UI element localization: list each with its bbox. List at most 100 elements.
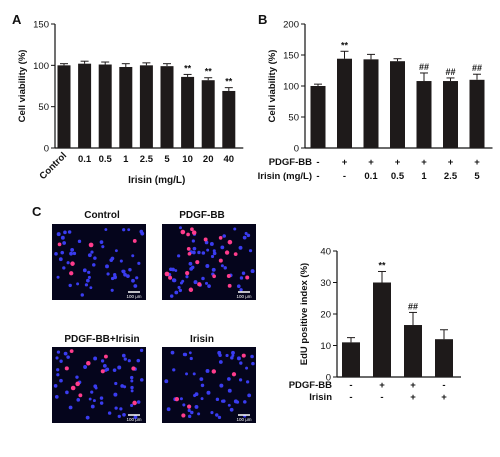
nucleus-dot <box>183 352 188 357</box>
nucleus-dot <box>59 359 63 363</box>
edu-positive-dot <box>168 275 173 280</box>
c0-y-tick-label: 0 <box>44 144 49 155</box>
edu-positive-dot <box>180 229 186 235</box>
c0-x-tick-label: 5 <box>164 154 170 165</box>
nucleus-dot <box>231 354 235 357</box>
nucleus-dot <box>179 397 183 401</box>
nucleus-dot <box>131 278 135 283</box>
nucleus-dot <box>90 390 94 394</box>
nucleus-dot <box>72 251 77 256</box>
c1-y-label: Cell viability (%) <box>267 50 278 123</box>
nucleus-dot <box>119 407 123 411</box>
c1-bar <box>390 61 405 149</box>
c2-y-tick-label: 40 <box>320 247 331 258</box>
nucleus-dot <box>201 251 206 255</box>
edu-positive-dot <box>64 366 69 371</box>
nucleus-dot <box>63 230 67 235</box>
c1-row-value: 2.5 <box>444 171 458 182</box>
nucleus-dot <box>217 350 222 355</box>
nucleus-dot <box>55 356 59 360</box>
nucleus-dot <box>137 261 141 265</box>
nucleus-dot <box>54 252 58 256</box>
nucleus-dot <box>244 231 248 235</box>
edu-positive-dot <box>195 260 200 265</box>
edu-positive-dot <box>218 258 223 263</box>
c2-row-value: - <box>349 392 352 403</box>
nucleus-dot <box>54 395 59 399</box>
c1-row-label: PDGF-BB <box>269 157 312 168</box>
nucleus-dot <box>225 353 229 358</box>
nucleus-dot <box>68 405 73 410</box>
nucleus-dot <box>127 359 131 363</box>
nucleus-dot <box>210 411 214 415</box>
nucleus-dot <box>223 266 227 270</box>
panel-c-label: C <box>32 204 42 219</box>
nucleus-dot <box>123 357 127 361</box>
edu-positive-dot <box>70 385 76 391</box>
nucleus-dot <box>66 355 70 359</box>
c1-row-value: - <box>316 157 319 168</box>
c1-bar <box>443 81 458 148</box>
nucleus-dot <box>179 226 182 230</box>
c1-row-value: - <box>343 171 346 182</box>
nucleus-dot <box>107 411 112 415</box>
edu-positive-dot <box>212 274 216 279</box>
nucleus-dot <box>104 228 108 231</box>
c1-row-value: + <box>368 157 374 168</box>
nucleus-dot <box>90 250 94 254</box>
nucleus-dot <box>75 375 79 379</box>
nucleus-dot <box>133 415 138 420</box>
nucleus-dot <box>235 400 240 404</box>
nucleus-dot <box>58 257 63 262</box>
edu-positive-dot <box>88 242 94 248</box>
edu-positive-dot <box>186 232 190 237</box>
nucleus-dot <box>113 275 118 280</box>
nucleus-dot <box>247 393 252 398</box>
nucleus-dot <box>231 350 235 355</box>
c1-y-tick-label: 50 <box>288 113 299 124</box>
nucleus-dot <box>67 230 72 234</box>
nucleus-dot <box>205 368 210 373</box>
nucleus-dot <box>112 368 117 372</box>
c2-y-tick-label: 0 <box>326 373 331 384</box>
nucleus-dot <box>217 415 222 420</box>
nucleus-dot <box>105 367 110 372</box>
nucleus-dot <box>110 288 114 292</box>
c1-row-value: 0.5 <box>391 171 405 182</box>
micrograph-background <box>162 347 256 423</box>
nucleus-dot <box>246 233 251 238</box>
nucleus-dot <box>100 359 105 363</box>
nucleus-dot <box>187 414 192 419</box>
c0-bar <box>222 90 236 148</box>
nucleus-dot <box>136 400 141 404</box>
c2-significance: ** <box>378 260 386 270</box>
nucleus-dot <box>85 415 90 420</box>
edu-positive-dot <box>197 282 202 287</box>
nucleus-dot <box>121 269 125 273</box>
nucleus-dot <box>56 373 60 377</box>
c0-bar <box>181 76 195 148</box>
nucleus-dot <box>241 271 246 275</box>
nucleus-dot <box>139 348 144 353</box>
nucleus-dot <box>140 378 144 382</box>
nucleus-dot <box>56 232 61 237</box>
nucleus-dot <box>250 269 255 274</box>
nucleus-dot <box>60 250 65 255</box>
edu-positive-dot <box>186 246 191 251</box>
c1-bar <box>363 59 379 149</box>
nucleus-dot <box>236 356 241 361</box>
micro-title-control: Control <box>84 210 120 221</box>
nucleus-dot <box>117 365 122 370</box>
scale-bar-label: 100 μm <box>236 417 251 422</box>
nucleus-dot <box>122 228 126 232</box>
c2-bar <box>435 339 453 377</box>
nucleus-dot <box>207 284 211 288</box>
scale-bar-label: 100 μm <box>236 294 251 299</box>
nucleus-dot <box>164 379 169 384</box>
c2-bar <box>342 342 360 377</box>
micrograph-background <box>52 224 146 300</box>
nucleus-dot <box>119 259 123 263</box>
nucleus-dot <box>185 275 189 279</box>
c2-y-tick-label: 30 <box>320 278 331 289</box>
nucleus-dot <box>174 290 179 295</box>
